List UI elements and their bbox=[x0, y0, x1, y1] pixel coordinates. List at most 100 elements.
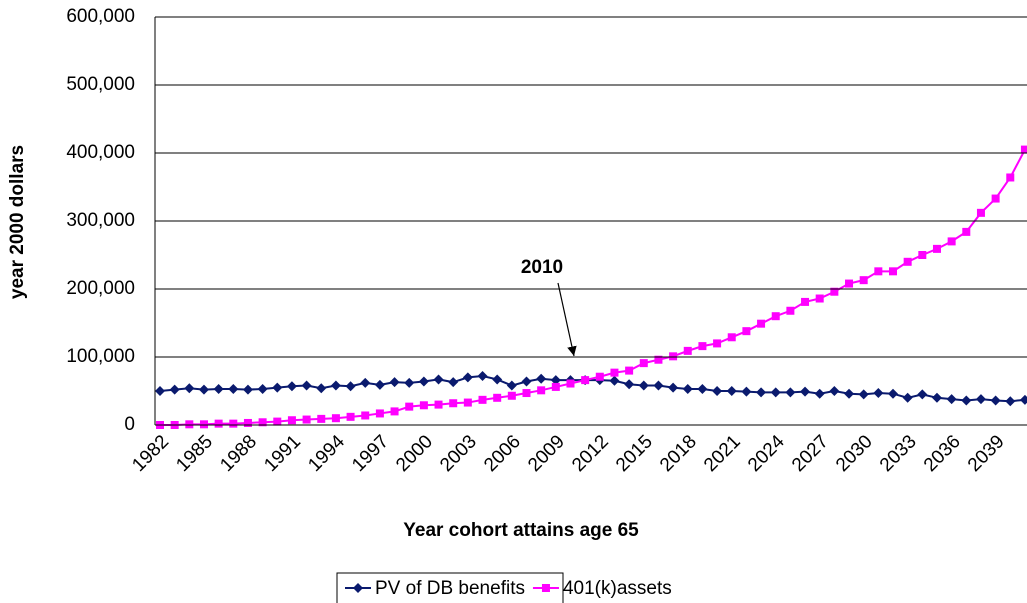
data-point bbox=[653, 380, 664, 391]
data-point bbox=[874, 267, 883, 276]
data-point bbox=[625, 366, 634, 375]
data-point bbox=[550, 375, 561, 386]
data-point bbox=[624, 379, 635, 390]
data-point bbox=[756, 387, 767, 398]
data-point bbox=[506, 380, 517, 391]
y-tick-label: 300,000 bbox=[66, 210, 135, 231]
data-point bbox=[961, 395, 972, 406]
data-point bbox=[946, 394, 957, 405]
x-tick-label: 2024 bbox=[744, 431, 789, 476]
data-point bbox=[375, 409, 384, 418]
y-tick-label: 400,000 bbox=[66, 142, 135, 163]
data-point bbox=[258, 418, 267, 427]
data-point bbox=[478, 395, 487, 404]
data-point bbox=[975, 394, 986, 405]
x-tick-label: 2036 bbox=[920, 431, 965, 476]
data-point bbox=[595, 372, 604, 381]
data-point bbox=[316, 383, 327, 394]
x-tick-label: 1991 bbox=[260, 431, 305, 476]
x-tick-label: 2018 bbox=[656, 431, 701, 476]
data-point bbox=[566, 379, 575, 388]
data-point bbox=[990, 395, 1001, 406]
x-tick-label: 1985 bbox=[172, 431, 217, 476]
data-point bbox=[360, 377, 371, 388]
series-group bbox=[155, 145, 1027, 429]
data-point bbox=[537, 386, 546, 395]
data-point bbox=[433, 374, 444, 385]
y-tick-label: 600,000 bbox=[66, 6, 135, 27]
data-point bbox=[346, 412, 355, 421]
data-point bbox=[330, 380, 341, 391]
data-point bbox=[639, 359, 648, 368]
data-point bbox=[610, 368, 619, 377]
data-point bbox=[918, 251, 927, 259]
data-point bbox=[155, 386, 165, 396]
data-point bbox=[698, 342, 707, 351]
data-point bbox=[814, 388, 825, 399]
y-axis-title: year 2000 dollars bbox=[7, 145, 28, 299]
data-point bbox=[287, 416, 296, 425]
data-point bbox=[682, 383, 693, 394]
y-tick-label: 200,000 bbox=[66, 278, 135, 299]
data-point bbox=[185, 420, 194, 429]
data-point bbox=[873, 388, 884, 399]
data-point bbox=[434, 400, 443, 409]
x-tick-label: 1982 bbox=[128, 431, 173, 476]
y-tick-label: 500,000 bbox=[66, 74, 135, 95]
data-point bbox=[1005, 396, 1016, 407]
data-point bbox=[726, 386, 737, 396]
data-point bbox=[903, 257, 912, 266]
x-tick-label: 2003 bbox=[436, 431, 481, 476]
x-tick-label: 2021 bbox=[700, 431, 745, 476]
data-point bbox=[169, 384, 180, 395]
data-point bbox=[638, 380, 649, 391]
data-point bbox=[257, 383, 268, 394]
x-tick-label: 1997 bbox=[348, 431, 393, 476]
data-point bbox=[771, 312, 780, 321]
data-point bbox=[932, 244, 941, 253]
data-point bbox=[757, 319, 766, 328]
data-point bbox=[477, 371, 488, 382]
legend-label: 401(k)assets bbox=[563, 578, 672, 599]
data-point bbox=[785, 387, 796, 398]
x-tick-label: 2009 bbox=[524, 431, 569, 476]
data-point bbox=[741, 386, 752, 397]
data-point bbox=[609, 375, 620, 386]
x-tick-label: 2030 bbox=[832, 431, 877, 476]
data-point bbox=[902, 392, 913, 403]
data-point bbox=[947, 237, 956, 246]
data-point bbox=[859, 276, 868, 285]
data-point bbox=[419, 401, 428, 410]
data-point bbox=[536, 373, 547, 384]
data-point bbox=[581, 376, 590, 385]
legend-box bbox=[336, 572, 564, 603]
x-tick-label: 1988 bbox=[216, 431, 261, 476]
data-point bbox=[243, 418, 252, 427]
x-tick-label: 1994 bbox=[304, 431, 349, 476]
data-point bbox=[683, 346, 692, 355]
data-point bbox=[228, 383, 239, 394]
data-point bbox=[541, 584, 550, 592]
data-point bbox=[273, 417, 282, 426]
data-point bbox=[242, 384, 253, 395]
data-point bbox=[551, 382, 560, 391]
data-point bbox=[845, 279, 854, 288]
x-tick-label: 2006 bbox=[480, 431, 525, 476]
data-point bbox=[361, 411, 370, 420]
data-point bbox=[829, 386, 840, 396]
data-point bbox=[1019, 394, 1027, 405]
data-point bbox=[727, 333, 736, 342]
data-point bbox=[405, 402, 414, 411]
data-point bbox=[931, 392, 942, 403]
annotation: 2010 bbox=[521, 257, 563, 278]
data-point bbox=[742, 327, 751, 336]
data-point bbox=[331, 414, 340, 423]
data-point bbox=[199, 420, 208, 429]
data-point bbox=[448, 377, 459, 388]
data-point bbox=[286, 381, 297, 392]
data-point bbox=[654, 355, 663, 364]
data-point bbox=[1006, 173, 1015, 182]
y-tick-label: 0 bbox=[124, 414, 135, 435]
data-point bbox=[389, 377, 400, 388]
data-point bbox=[991, 194, 1000, 203]
